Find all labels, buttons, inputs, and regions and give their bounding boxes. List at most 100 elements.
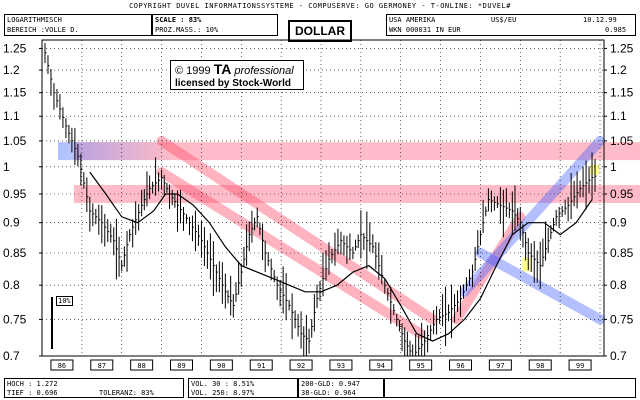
y-tick-label-left: 0.75: [3, 312, 27, 326]
y-tick-label-right: 0.7: [610, 349, 627, 363]
x-axis: 86 87 88 89 90 91 92 93 94 95 96 97 98 99: [50, 359, 592, 371]
x-tick-box: [170, 359, 194, 371]
grid-layer: [42, 40, 604, 357]
y-tick-label-right: 1: [610, 160, 617, 174]
x-tick-label: 92: [297, 362, 305, 370]
credit-pro: professional: [234, 65, 294, 77]
footer-vol250: VOL. 250: 8.97%: [191, 389, 255, 397]
footer-vol30: VOL. 30 : 8.51%: [191, 380, 255, 388]
y-axis-right: 0.7 0.75 0.8 0.85 0.9 0.95 1 1.05 1.1 1.15 1.2 1.25: [604, 41, 634, 363]
proz-mass-label: PROZ.MASS.: 10%: [155, 26, 219, 34]
wkn-label: WKN 000031 IN EUR: [389, 26, 461, 34]
x-tick-box: [90, 359, 114, 371]
y-tick-label-left: 0.8: [3, 278, 20, 292]
x-tick-label: 87: [98, 362, 106, 370]
credit-licensed: licensed by Stock-World: [175, 78, 291, 89]
x-tick-label: 91: [257, 362, 265, 370]
x-tick-label: 93: [337, 362, 345, 370]
footer-volatility: VOL. 30 : 8.51% VOL. 250: 8.97%: [188, 378, 298, 398]
x-tick-box: [369, 359, 393, 371]
footer-gld38: 38-GLD: 0.964: [301, 389, 356, 397]
y-tick-label-right: 1.1: [610, 109, 627, 123]
x-tick-box: [528, 359, 552, 371]
chart-title: DOLLAR: [288, 20, 352, 42]
x-tick-box: [289, 359, 313, 371]
footer-gld200: 200-GLD: 0.947: [301, 380, 361, 388]
y-tick-label-left: 0.9: [3, 216, 20, 230]
license-box: © 1999 TA professional licensed by Stock…: [170, 60, 304, 90]
blue-band-2: [57, 142, 174, 161]
range-label: BEREICH :VOLLE D.: [7, 26, 79, 34]
x-tick-box: [449, 359, 473, 371]
scale-box: SCALE : 83% PROZ.MASS.: 10%: [152, 14, 278, 36]
scale-marker-bar: [51, 297, 53, 349]
security-name: USA AMERIKA: [389, 16, 436, 24]
log-label: LOGARITHMISCH: [7, 16, 62, 24]
x-tick-box: [130, 359, 154, 371]
instrument-box: USA AMERIKA US$/EU 10.12.99 WKN 000031 I…: [386, 14, 636, 36]
x-tick-label: 97: [496, 362, 504, 370]
y-tick-label-right: 1.25: [610, 41, 634, 55]
x-tick-box: [568, 359, 592, 371]
y-tick-label-right: 0.85: [610, 246, 634, 260]
x-tick-label: 88: [137, 362, 145, 370]
series-layer: [41, 39, 597, 357]
x-tick-box: [409, 359, 433, 371]
annotation-layer: [57, 135, 640, 339]
x-tick-label: 90: [217, 362, 225, 370]
y-tick-label-left: 1.15: [3, 86, 27, 100]
y-tick-label-right: 1.15: [610, 86, 634, 100]
red-band-1: [73, 185, 640, 204]
copyright-banner: COPYRIGHT DUVEL INFORMATIONSSYSTEME - CO…: [129, 2, 511, 10]
credit-ta: TA: [213, 61, 232, 77]
x-tick-box: [249, 359, 273, 371]
x-tick-label: 96: [456, 362, 464, 370]
footer-hoch: HOCH : 1.272: [7, 380, 58, 388]
x-tick-box: [488, 359, 512, 371]
y-tick-label-left: 1.2: [3, 63, 20, 77]
y-tick-label-left: 0.7: [3, 349, 20, 363]
scale-marker-label: 10%: [56, 296, 73, 306]
footer-averages: 200-GLD: 0.947 38-GLD: 0.964: [298, 378, 384, 398]
x-tick-label: 95: [416, 362, 424, 370]
blue-trendline-6: [459, 135, 606, 297]
x-tick-label: 94: [377, 362, 385, 370]
plot-frame: [41, 39, 605, 357]
y-tick-label-right: 1.2: [610, 63, 627, 77]
credit-year: © 1999: [175, 65, 211, 77]
yellow-highlight-2: [522, 257, 531, 272]
moving-average-line: [89, 171, 593, 342]
y-tick-label-left: 1.25: [3, 41, 27, 55]
red-trendline-5: [451, 211, 526, 325]
footer-empty: [384, 378, 636, 398]
red-trendline-4: [156, 167, 426, 339]
y-tick-label-right: 1.05: [610, 134, 634, 148]
x-tick-label: 86: [58, 362, 66, 370]
y-tick-label-right: 0.8: [610, 278, 627, 292]
y-tick-label-right: 0.9: [610, 216, 627, 230]
y-tick-label-left: 1.05: [3, 134, 27, 148]
footer-toleranz: TOLERANZ: 83%: [99, 389, 154, 397]
x-tick-box: [209, 359, 233, 371]
quote-date: 10.12.99: [583, 16, 617, 24]
currency-pair: US$/EU: [491, 16, 517, 24]
mode-box: LOGARITHMISCH BEREICH :VOLLE D.: [4, 14, 152, 36]
y-tick-label-right: 0.95: [610, 187, 634, 201]
footer-range: HOCH : 1.272 TIEF : 0.696 TOLERANZ: 83%: [4, 378, 184, 398]
x-tick-label: 98: [536, 362, 544, 370]
last-value: 0.985: [605, 26, 627, 34]
x-tick-label: 89: [177, 362, 185, 370]
x-tick-label: 99: [576, 362, 584, 370]
scale-label: SCALE : 83%: [155, 16, 202, 24]
y-tick-label-right: 0.75: [610, 312, 634, 326]
y-tick-label-left: 1.1: [3, 109, 20, 123]
x-tick-box: [329, 359, 353, 371]
red-band-0: [73, 142, 640, 161]
y-tick-label-left: 0.85: [3, 246, 27, 260]
x-tick-box: [50, 359, 74, 371]
y-tick-label-left: 1: [3, 160, 10, 174]
red-trendline-3: [156, 135, 438, 325]
y-axis-left: 0.7 0.75 0.8 0.85 0.9 0.95 1 1.05 1.1 1.15 1.2 1.25: [3, 41, 42, 363]
y-tick-label-left: 0.95: [3, 187, 27, 201]
